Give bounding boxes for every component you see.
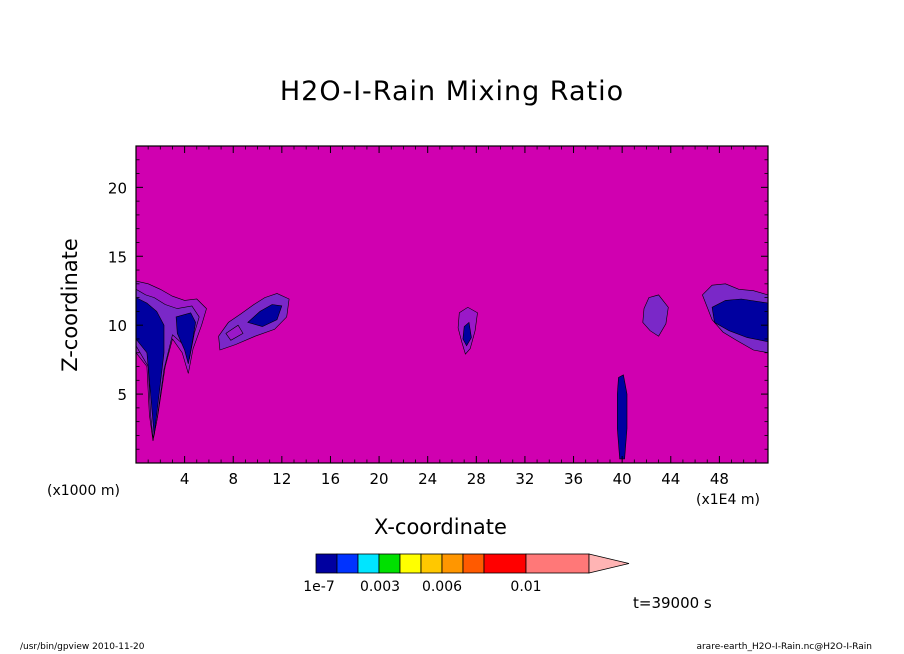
x-tick-label: 48 — [710, 470, 729, 488]
contour-x10-core — [247, 304, 283, 327]
chart-title: H2O-I-Rain Mixing Ratio — [279, 76, 625, 107]
x-axis-label: X-coordinate — [374, 515, 507, 539]
contour-x40-column — [616, 374, 628, 460]
x-tick-label: 28 — [467, 470, 486, 488]
x-tick-label: 36 — [564, 470, 583, 488]
x-tick-label: 16 — [321, 470, 340, 488]
contour-x27-core — [462, 321, 472, 347]
footer-right: arare-earth_H2O-I-Rain.nc@H2O-I-Rain — [696, 642, 872, 652]
plot-background — [136, 146, 768, 463]
x-tick-label: 20 — [370, 470, 389, 488]
x-tick-label: 8 — [228, 470, 238, 488]
colorbar-tick-label: 0.003 — [360, 579, 400, 595]
y-tick-label: 20 — [108, 179, 127, 197]
x-tick-label: 44 — [661, 470, 680, 488]
colorbar-tick-label: 1e-7 — [303, 579, 334, 595]
x-tick-label: 40 — [613, 470, 632, 488]
colorbar-cell — [315, 553, 338, 574]
colorbar-cell — [441, 553, 464, 574]
colorbar: 1e-7 0.003 0.006 0.01 — [303, 553, 630, 595]
y-tick-label: 15 — [108, 248, 127, 266]
x-unit-left: (x1000 m) — [47, 483, 120, 499]
colorbar-cell — [336, 553, 359, 574]
contour-right-core — [711, 298, 768, 343]
x-tick-label: 12 — [272, 470, 291, 488]
x-unit-right: (x1E4 m) — [696, 492, 760, 508]
colorbar-cell — [483, 553, 527, 574]
colorbar-cell — [378, 553, 401, 574]
colorbar-cell — [525, 553, 590, 574]
colorbar-cell — [462, 553, 485, 574]
colorbar-arrow — [588, 553, 630, 574]
contour-x10-fringe — [225, 324, 244, 341]
x-tick-label: 4 — [180, 470, 190, 488]
footer-left: /usr/bin/gpview 2010-11-20 — [20, 642, 145, 652]
contour-layer — [136, 280, 768, 460]
colorbar-cell — [357, 553, 380, 574]
x-tick-label: 24 — [418, 470, 437, 488]
y-tick-label: 5 — [117, 386, 127, 404]
colorbar-cell — [420, 553, 443, 574]
y-axis-label: Z-coordinate — [58, 238, 82, 372]
colorbar-tick-label: 0.01 — [510, 579, 541, 595]
time-label: t=39000 s — [633, 594, 712, 612]
contour-left-column — [175, 312, 196, 364]
colorbar-cell — [399, 553, 422, 574]
colorbar-tick-label: 0.006 — [422, 579, 462, 595]
y-tick-label: 10 — [108, 317, 127, 335]
contour-x43-cell — [642, 294, 669, 337]
x-tick-label: 32 — [515, 470, 534, 488]
contour-left-core — [136, 297, 165, 436]
